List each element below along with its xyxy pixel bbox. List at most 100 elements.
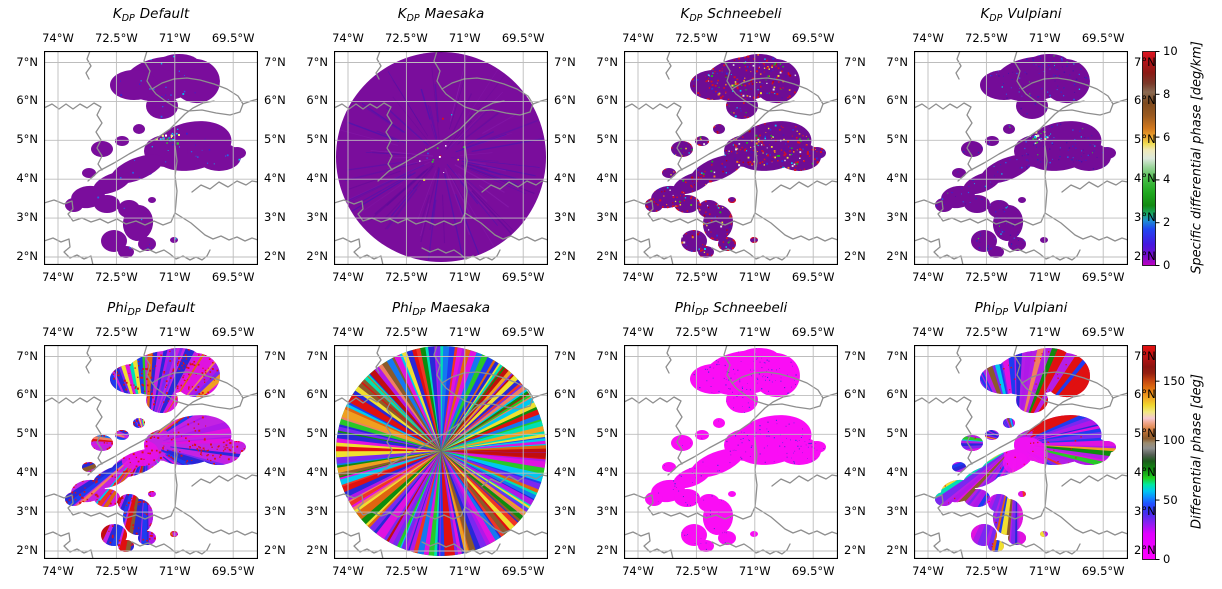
y-tick-label-right: 2°N: [264, 249, 286, 263]
y-tick-label-left: 5°N: [596, 132, 618, 147]
x-tick-label-top: 72.5°W: [965, 31, 1008, 45]
title-method: Schneebeli: [707, 6, 782, 22]
graticule-gridlines: [44, 345, 258, 559]
y-tick-label-left: 4°N: [306, 171, 328, 186]
title-subscript: DP: [406, 13, 420, 24]
y-tick-label-left: 6°N: [16, 387, 38, 402]
x-tick-label-bottom: 72.5°W: [965, 270, 1008, 284]
y-tick-label-right: 3°N: [264, 504, 286, 519]
panel-title: KDP Schneebeli: [624, 6, 838, 24]
y-tick-label-left: 6°N: [886, 93, 908, 108]
y-tick-label-right: 7°N: [264, 54, 286, 69]
x-tick-label-bottom: 69.5°W: [211, 564, 255, 578]
title-method: Default: [145, 300, 195, 316]
colorbar-axis-label: Specific differential phase [deg/km]: [1189, 41, 1205, 274]
colorbar-tick-label: 8: [1163, 86, 1171, 101]
x-tick-label-bottom: 71°W: [448, 564, 481, 578]
title-method: Default: [139, 6, 190, 22]
y-tick-label-right: 4°N: [844, 465, 866, 480]
y-tick-label-right: 7°N: [844, 54, 866, 69]
x-tick-label-top: 74°W: [42, 31, 74, 45]
x-tick-label-top: 74°W: [622, 31, 654, 45]
y-tick-label-left: 2°N: [306, 249, 328, 263]
title-method: Maesaka: [430, 300, 491, 316]
axes-frame: [44, 51, 258, 265]
panel-title: PhiDP Schneebeli: [624, 300, 838, 318]
colorbar-tick-label: 150: [1163, 373, 1185, 388]
y-tick-label-left: 5°N: [886, 426, 908, 441]
panel-title: PhiDP Vulpiani: [914, 300, 1128, 318]
title-subscript: DP: [995, 307, 1009, 318]
y-tick-label-right: 7°N: [264, 348, 286, 363]
map-plot-kdp-maesaka: [334, 51, 548, 265]
x-tick-label-bottom: 74°W: [622, 564, 654, 578]
map-plot-phidp-schneebeli: [624, 345, 838, 559]
y-tick-label-right: 3°N: [264, 210, 286, 225]
x-tick-label-top: 69.5°W: [211, 325, 255, 339]
y-tick-label-left: 6°N: [596, 93, 618, 108]
title-subscript: DP: [695, 307, 709, 318]
graticule-gridlines: [44, 51, 258, 265]
x-tick-label-top: 74°W: [622, 325, 654, 339]
country-borders: [914, 51, 1128, 265]
y-tick-label-right: 5°N: [844, 132, 866, 147]
axes-frame: [914, 345, 1128, 559]
y-tick-label-left: 4°N: [16, 465, 38, 480]
y-tick-label-right: 4°N: [1134, 465, 1156, 480]
y-tick-label-left: 5°N: [16, 132, 38, 147]
title-field: Phi: [107, 300, 128, 316]
y-tick-label-left: 6°N: [886, 387, 908, 402]
y-tick-label-right: 4°N: [1134, 171, 1156, 186]
y-tick-label-left: 7°N: [16, 54, 38, 69]
title-subscript: DP: [121, 13, 135, 24]
graticule-gridlines: [334, 51, 548, 265]
y-tick-label-right: 5°N: [264, 426, 286, 441]
y-tick-label-left: 2°N: [16, 543, 38, 557]
y-tick-label-right: 7°N: [554, 54, 576, 69]
x-tick-label-top: 71°W: [1028, 325, 1061, 339]
y-tick-label-left: 4°N: [886, 465, 908, 480]
x-tick-label-top: 71°W: [448, 325, 481, 339]
country-borders: [334, 51, 548, 265]
x-tick-label-bottom: 74°W: [622, 270, 654, 284]
colorbar-tick-label: 2: [1163, 215, 1171, 230]
y-tick-label-left: 7°N: [886, 54, 908, 69]
y-tick-label-left: 2°N: [16, 249, 38, 263]
colorbar-tick-label: 6: [1163, 129, 1171, 144]
y-tick-label-right: 4°N: [264, 171, 286, 186]
x-tick-label-top: 69.5°W: [501, 325, 545, 339]
map-plot-kdp-schneebeli: [624, 51, 838, 265]
y-tick-label-left: 2°N: [886, 543, 908, 557]
y-tick-label-right: 6°N: [554, 387, 576, 402]
map-plot-phidp-maesaka: [334, 345, 548, 559]
x-tick-label-top: 71°W: [448, 31, 481, 45]
y-tick-label-left: 3°N: [306, 504, 328, 519]
colorbar-tick-label: 50: [1163, 492, 1178, 507]
colorbar-tick-label: 100: [1163, 433, 1185, 448]
x-tick-label-top: 72.5°W: [95, 325, 138, 339]
x-tick-label-top: 72.5°W: [675, 31, 718, 45]
x-tick-label-top: 74°W: [912, 325, 944, 339]
colorbar-tick-label: 10: [1163, 44, 1178, 58]
panel-title: KDP Vulpiani: [914, 6, 1128, 24]
map-plot-phidp-vulpiani: [914, 345, 1128, 559]
y-tick-label-right: 7°N: [1134, 348, 1156, 363]
x-tick-label-top: 69.5°W: [1081, 31, 1125, 45]
graticule-gridlines: [624, 345, 838, 559]
x-tick-label-bottom: 71°W: [1028, 270, 1061, 284]
country-borders: [624, 51, 838, 265]
x-tick-label-bottom: 72.5°W: [385, 270, 428, 284]
title-field: Phi: [391, 300, 413, 316]
axes-frame: [624, 51, 838, 265]
colorbar-gradient-phidp: [1142, 345, 1160, 560]
y-tick-label-right: 2°N: [844, 249, 866, 263]
y-tick-label-left: 7°N: [596, 54, 618, 69]
title-subscript: DP: [689, 13, 703, 24]
x-tick-label-bottom: 74°W: [332, 270, 364, 284]
y-tick-label-left: 5°N: [596, 426, 618, 441]
y-tick-label-left: 4°N: [596, 171, 618, 186]
x-tick-label-bottom: 71°W: [1028, 564, 1061, 578]
y-tick-label-left: 4°N: [596, 465, 618, 480]
y-tick-label-right: 7°N: [554, 348, 576, 363]
